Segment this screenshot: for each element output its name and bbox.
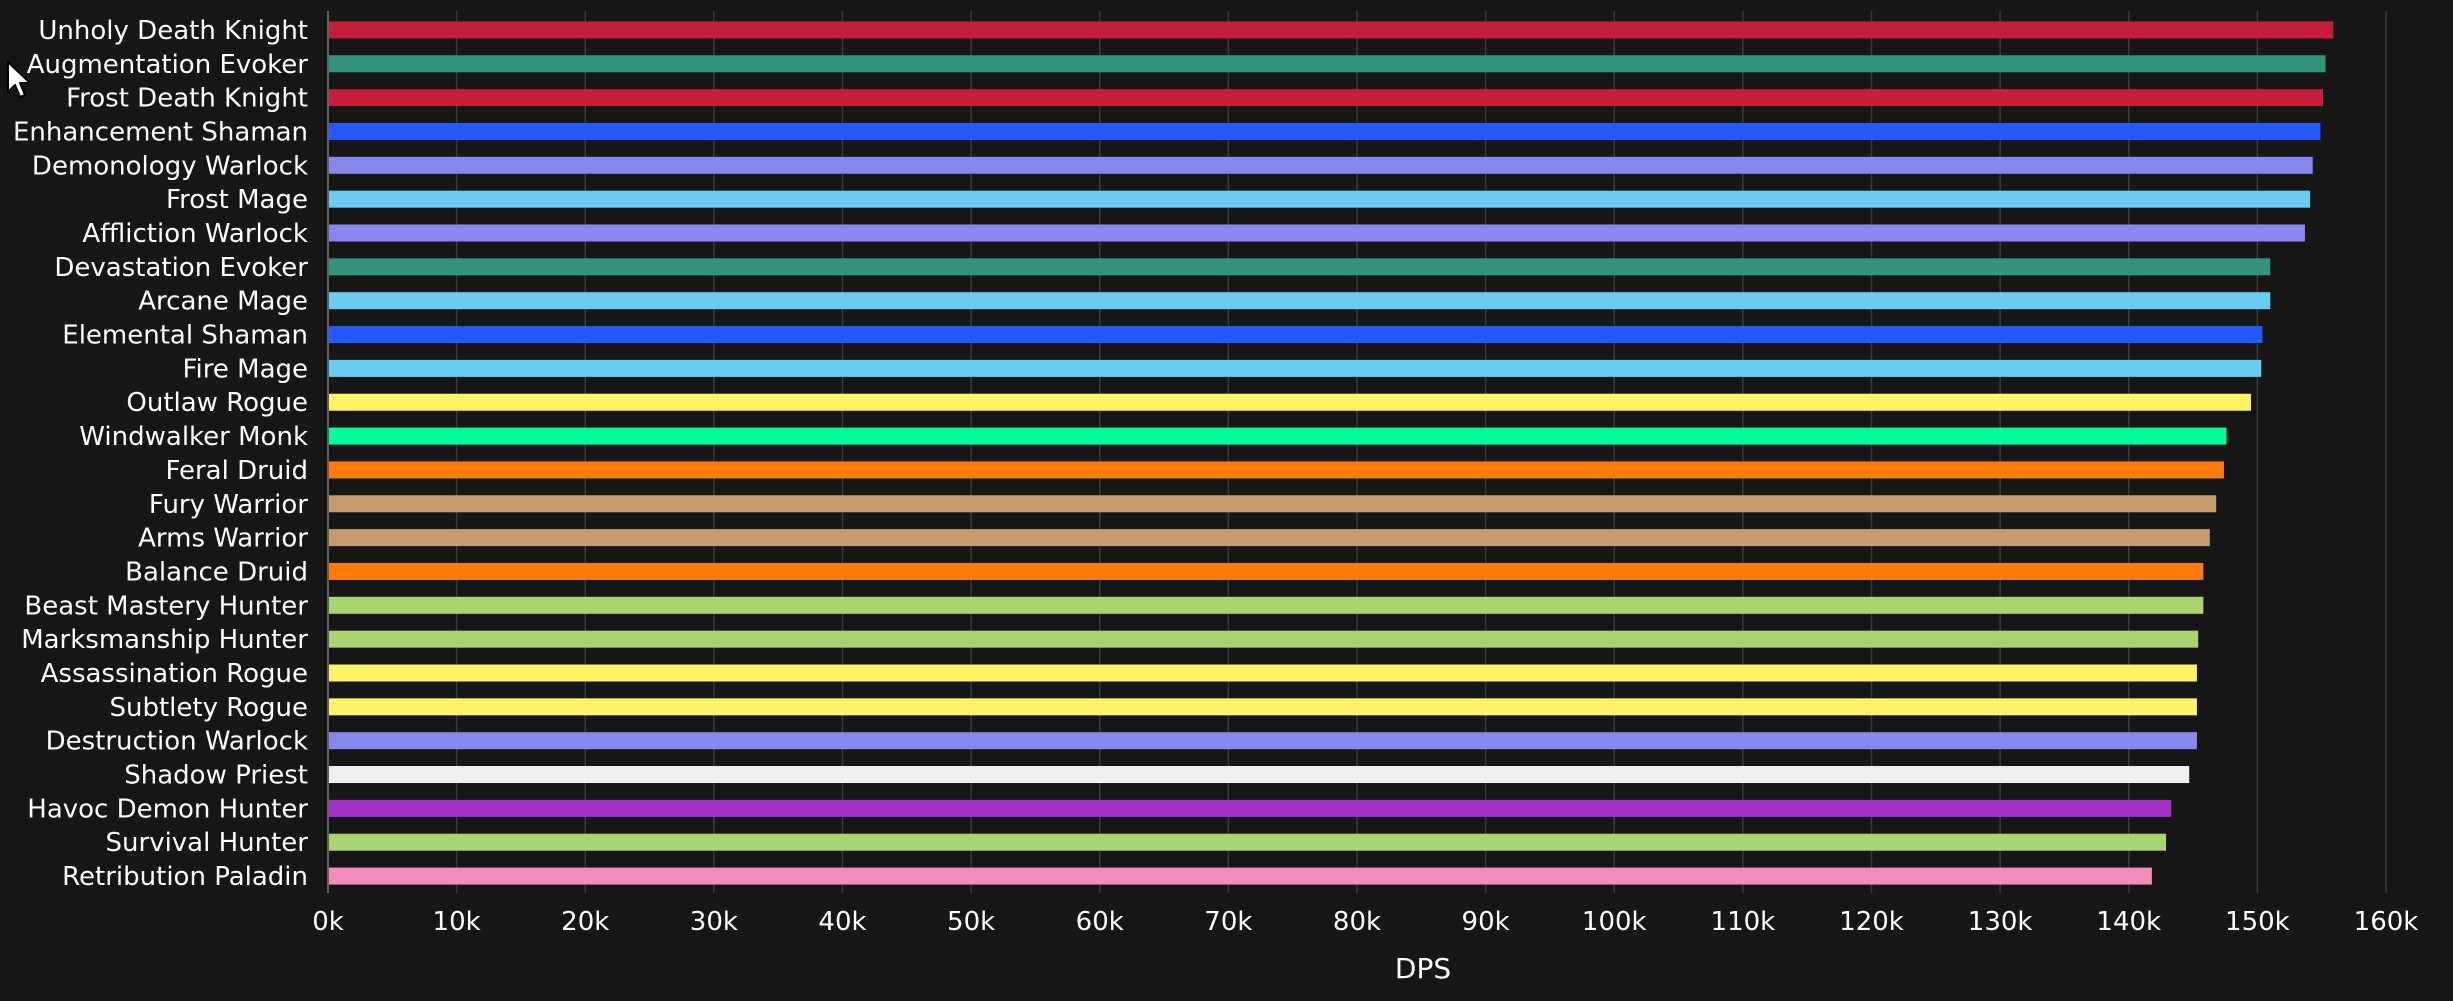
category-label: Arms Warrior — [138, 524, 308, 554]
category-label: Outlaw Rogue — [126, 388, 308, 418]
category-label: Retribution Paladin — [62, 862, 308, 892]
bar[interactable] — [329, 156, 2313, 174]
bar[interactable] — [329, 21, 2334, 39]
bar[interactable] — [329, 495, 2217, 513]
x-tick-label: 70k — [1204, 907, 1252, 937]
category-label-layer: Unholy Death Knight Augmentation Evoker Fr… — [13, 16, 308, 892]
category-label: Enhancement Shaman — [13, 117, 308, 147]
category-label: Destruction Warlock — [46, 727, 308, 757]
category-label: Fire Mage — [182, 354, 308, 384]
grid-layer — [327, 11, 2387, 893]
x-tick-label: 80k — [1333, 907, 1381, 937]
bar[interactable] — [329, 630, 2199, 648]
bar[interactable] — [329, 461, 2224, 479]
category-label: Windwalker Monk — [79, 422, 308, 452]
x-tick-label: 90k — [1462, 907, 1510, 937]
bar[interactable] — [329, 867, 2152, 885]
x-tick-layer: 0k 10k 20k 30k 40k 50k 60k 70k 80k 90k 100k 110k 120… — [312, 907, 2418, 937]
x-tick-label: 130k — [1968, 907, 2033, 937]
x-tick-label: 20k — [561, 907, 609, 937]
bar[interactable] — [329, 766, 2190, 784]
category-label: Beast Mastery Hunter — [24, 591, 308, 621]
x-tick-label: 100k — [1582, 907, 1647, 937]
bar[interactable] — [329, 55, 2326, 73]
bar[interactable] — [329, 427, 2227, 445]
bar[interactable] — [329, 89, 2323, 107]
x-tick-label: 40k — [818, 907, 866, 937]
x-tick-label: 0k — [312, 907, 344, 937]
category-label: Affliction Warlock — [82, 219, 308, 249]
bar[interactable] — [329, 359, 2262, 377]
x-tick-label: 150k — [2225, 907, 2290, 937]
x-tick-label: 30k — [690, 907, 738, 937]
bar[interactable] — [329, 258, 2271, 276]
bar-layer — [329, 21, 2334, 885]
bar[interactable] — [329, 596, 2204, 614]
category-label: Elemental Shaman — [62, 321, 308, 351]
x-tick-label: 110k — [1711, 907, 1776, 937]
bar[interactable] — [329, 326, 2263, 344]
x-tick-label: 160k — [2354, 907, 2419, 937]
category-label: Frost Mage — [166, 185, 308, 215]
x-tick-label: 10k — [433, 907, 481, 937]
x-tick-label: 50k — [947, 907, 995, 937]
category-label: Devastation Evoker — [54, 253, 308, 283]
bar[interactable] — [329, 122, 2321, 140]
category-label: Unholy Death Knight — [38, 16, 308, 46]
x-tick-label: 140k — [2096, 907, 2161, 937]
category-label: Feral Druid — [165, 456, 308, 486]
category-label: Shadow Priest — [124, 761, 308, 791]
category-label: Assassination Rogue — [41, 659, 308, 689]
x-axis-title: DPS — [1395, 952, 1451, 985]
bar[interactable] — [329, 799, 2172, 817]
bar[interactable] — [329, 224, 2305, 242]
bar[interactable] — [329, 664, 2197, 682]
bar[interactable] — [329, 732, 2197, 750]
category-label: Subtlety Rogue — [109, 693, 308, 723]
bar[interactable] — [329, 393, 2251, 411]
bar[interactable] — [329, 562, 2204, 580]
category-label: Balance Druid — [125, 557, 308, 587]
category-label: Marksmanship Hunter — [21, 625, 308, 655]
category-label: Augmentation Evoker — [27, 50, 309, 80]
bar[interactable] — [329, 292, 2271, 310]
mouse-pointer-icon — [7, 61, 31, 98]
category-label: Frost Death Knight — [66, 84, 308, 114]
bar[interactable] — [329, 529, 2210, 547]
bar[interactable] — [329, 833, 2167, 851]
x-tick-label: 60k — [1076, 907, 1124, 937]
category-label: Survival Hunter — [106, 828, 309, 858]
category-label: Demonology Warlock — [32, 151, 308, 181]
x-tick-label: 120k — [1839, 907, 1904, 937]
bar[interactable] — [329, 190, 2311, 208]
category-label: Havoc Demon Hunter — [27, 794, 308, 824]
category-label: Arcane Mage — [138, 287, 308, 317]
bar[interactable] — [329, 698, 2197, 716]
category-label: Fury Warrior — [149, 490, 308, 520]
